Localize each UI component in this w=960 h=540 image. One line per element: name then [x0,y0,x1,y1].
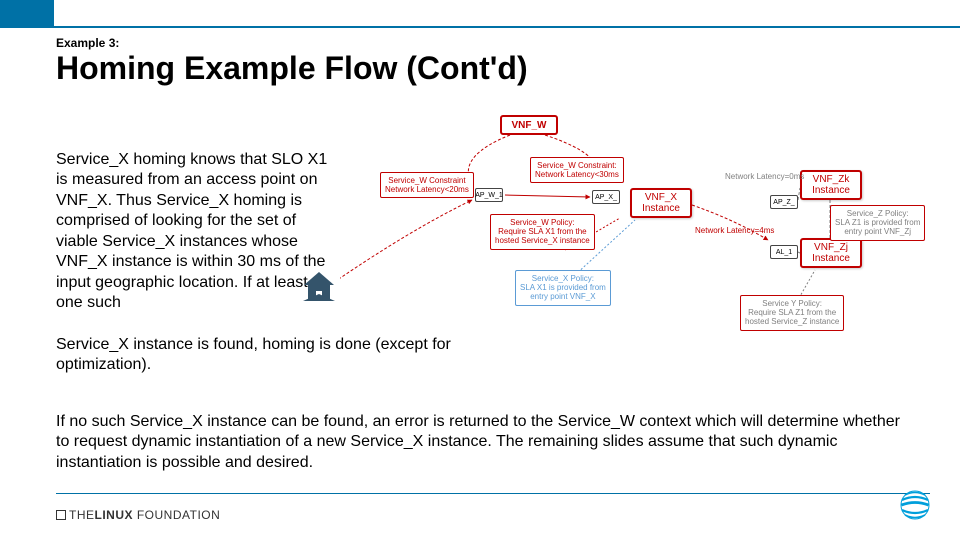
policy-y-policy: Service Y Policy: Require SLA Z1 from th… [740,295,844,331]
policy-w-latency: Service_W Constraint: Network Latency<30… [530,157,624,183]
body-paragraph-1a: Service_X homing knows that SLO X1 is me… [56,150,336,314]
policy-x-policy: Service_X Policy: SLA X1 is provided fro… [515,270,611,306]
policy-w-policy: Service_W Policy: Require SLA X1 from th… [490,214,595,250]
edge-label-latency-0ms: Network Latency=0ms [725,172,804,181]
body-paragraph-2: If no such Service_X instance can be fou… [56,412,916,473]
home-icon [300,270,338,309]
footer-logo-square-icon [56,510,66,520]
page-title: Homing Example Flow (Cont'd) [56,50,528,87]
edge-label-latency-4ms: Network Latency=4ms [695,226,774,235]
ap-x: AP_X_ [592,190,620,204]
footer-linux-foundation-logo: THELINUX FOUNDATION [56,508,220,522]
policy-w-constraint: Service_W Constraint Network Latency<20m… [380,172,474,198]
al-1: AL_1 [770,245,798,259]
ap-w1: AP_W_1 [475,188,503,202]
node-vnf-zj: VNF_Zj Instance [800,238,862,268]
policy-z-policy: Service_Z Policy: SLA Z1 is provided fro… [830,205,925,241]
node-vnf-w: VNF_W [500,115,558,135]
header-bar [0,0,960,28]
att-logo-icon [900,490,930,525]
pretitle: Example 3: [56,36,119,50]
node-vnf-zk: VNF_Zk Instance [800,170,862,200]
ap-z: AP_Z_ [770,195,798,209]
node-vnf-x: VNF_X Instance [630,188,692,218]
header-accent [0,0,54,28]
homing-diagram: VNF_W VNF_X Instance VNF_Zk Instance VNF… [340,110,920,360]
footer-divider [56,493,930,494]
